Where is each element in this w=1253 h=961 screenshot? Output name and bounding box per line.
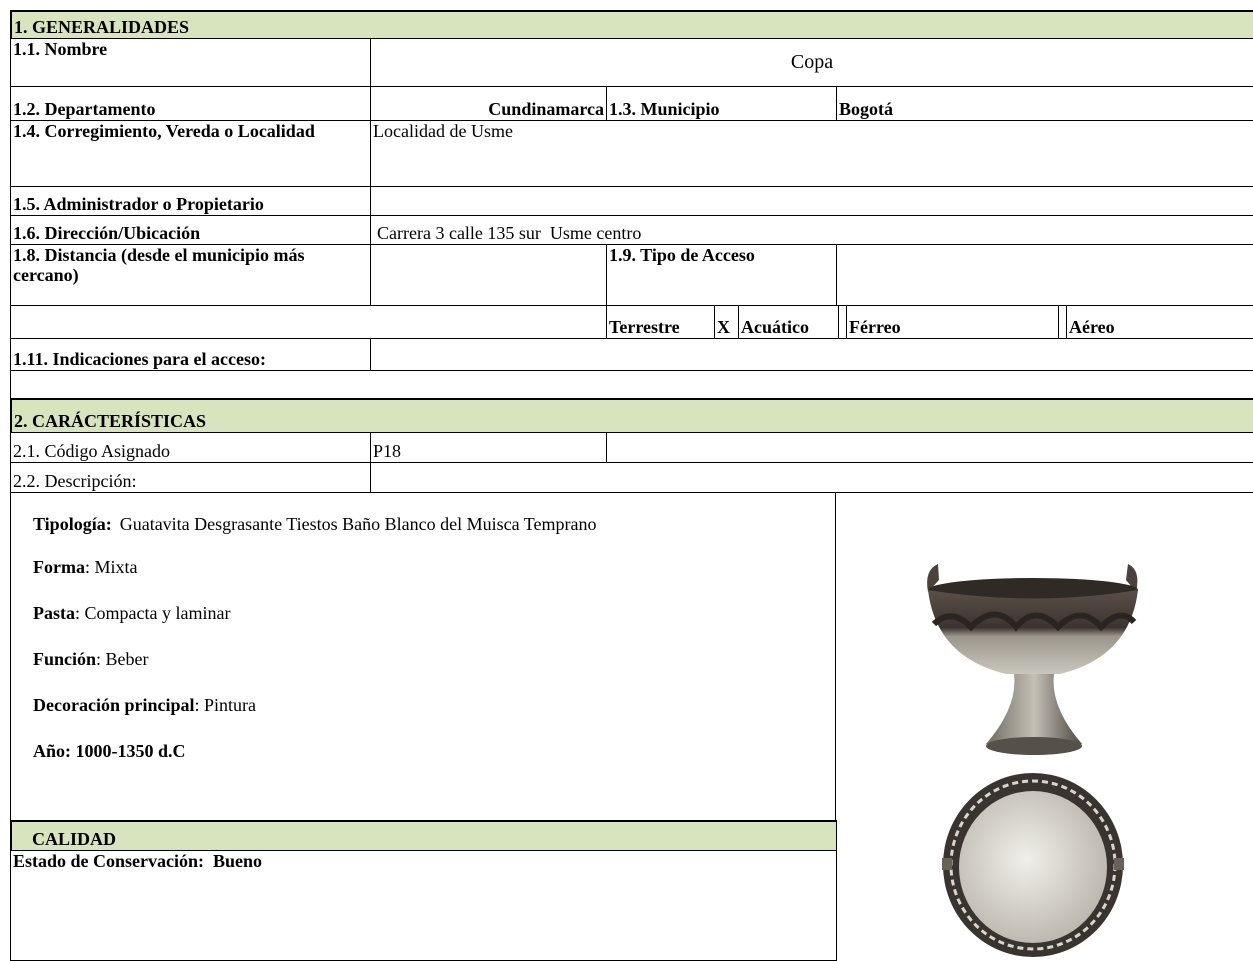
detail-line: Decoración principal: Pintura — [33, 682, 829, 728]
field-value: Cundinamarca — [370, 86, 607, 121]
detail-label: Año: 1000-1350 d.C — [33, 741, 186, 761]
field-label: 2.1. Código Asignado — [10, 432, 371, 463]
access-mark: X — [714, 305, 739, 339]
detail-label: Decoración principal — [33, 695, 195, 715]
detail-value: : Mixta — [84, 557, 138, 577]
field-label: 1.8. Distancia (desde el municipio más c… — [10, 244, 371, 306]
field-value: Copa — [370, 38, 1253, 87]
access-option: Aéreo — [1066, 305, 1253, 339]
detail-value: : Compacta y laminar — [75, 603, 231, 623]
field-label: 1.2. Departamento — [10, 86, 371, 121]
detail-value: : Beber — [96, 649, 149, 669]
field-label: 1.3. Municipio — [606, 86, 837, 121]
field-value: Bogotá — [836, 86, 1253, 121]
detail-label: Tipología: — [33, 514, 112, 534]
access-option: Férreo — [846, 305, 1059, 339]
detail-label: Forma — [33, 557, 85, 577]
access-option: Terrestre — [606, 305, 715, 339]
detail-line: Función: Beber — [33, 636, 829, 682]
detail-line: Tipología: Guatavita Desgrasante Tiestos … — [11, 504, 829, 544]
field-label: 1.11. Indicaciones para el acceso: — [10, 338, 371, 371]
detail-value: : Pintura — [194, 695, 256, 715]
section-title: 2. CARÁCTERÍSTICAS — [10, 398, 1253, 433]
artifact-photos — [927, 564, 1138, 957]
empty-cell — [370, 462, 1253, 493]
field-label: 1.9. Tipo de Acceso — [606, 244, 837, 306]
field-label: 1.6. Dirección/Ubicación — [10, 215, 371, 245]
empty-cell — [10, 305, 607, 339]
empty-cell — [836, 244, 1253, 306]
detail-line: Forma: Mixta — [33, 544, 829, 590]
detail-line: Pasta: Compacta y laminar — [33, 590, 829, 636]
section-title: CALIDAD — [10, 820, 837, 851]
field-value: Carrera 3 calle 135 sur Usme centro — [370, 215, 1253, 245]
detail-label: Función — [33, 649, 97, 669]
field-label: 1.4. Corregimiento, Vereda o Localidad — [10, 120, 371, 187]
empty-cell — [370, 244, 607, 306]
field-label: 1.5. Administrador o Propietario — [10, 186, 371, 216]
empty-cell — [606, 432, 1253, 463]
section-title: 1. GENERALIDADES — [10, 10, 1253, 39]
detail-value: Guatavita Desgrasante Tiestos Baño Blanc… — [119, 514, 597, 534]
detail-label: Pasta — [33, 603, 75, 623]
field-value: Localidad de Usme — [370, 120, 1253, 187]
empty-cell — [370, 186, 1253, 216]
field-label: 1.1. Nombre — [10, 38, 371, 87]
field-label: 2.2. Descripción: — [10, 462, 371, 493]
quality-status: Estado de Conservación: Bueno — [10, 850, 837, 961]
empty-cell — [370, 338, 1253, 371]
description-box: Tipología: Guatavita Desgrasante Tiestos … — [10, 492, 836, 820]
access-option: Acuático — [738, 305, 839, 339]
field-value: P18 — [370, 432, 607, 463]
empty-cell — [10, 370, 1253, 399]
detail-line: Año: 1000-1350 d.C — [33, 728, 829, 774]
